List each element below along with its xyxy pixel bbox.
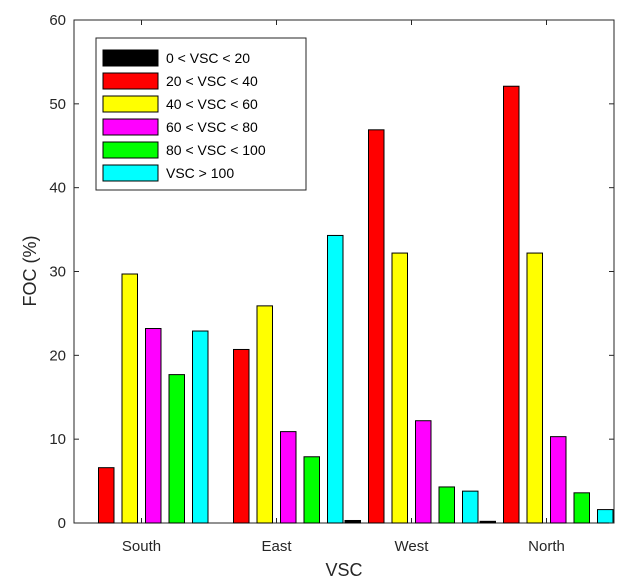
bar-east-series-6 — [327, 234, 344, 524]
bar-west-series-1 — [344, 519, 361, 524]
bar-south-series-6 — [192, 330, 209, 524]
bar-west-series-6 — [462, 490, 479, 524]
bar-north-series-3 — [526, 252, 543, 524]
y-axis-title: FOC (%) — [20, 236, 40, 307]
legend-swatch-1 — [102, 49, 159, 67]
x-tick-label-north: North — [528, 538, 565, 555]
bar-south-series-4 — [145, 328, 162, 524]
bars-layer — [98, 85, 614, 524]
bar-east-series-3 — [256, 305, 273, 524]
bar-south-series-3 — [121, 273, 138, 524]
bar-north-series-2 — [503, 85, 520, 524]
x-tick-label-west: West — [395, 538, 430, 555]
legend-swatch-4 — [102, 118, 159, 136]
bar-east-series-4 — [280, 431, 297, 524]
bar-west-series-2 — [368, 129, 385, 524]
axes-layer: 0 10 20 30 40 50 60 South East West North — [49, 12, 614, 555]
y-tick-label: 50 — [49, 96, 66, 113]
bar-north-series-1 — [479, 520, 496, 524]
legend-swatch-5 — [102, 141, 159, 159]
bar-south-series-5 — [168, 374, 185, 524]
bar-west-series-3 — [391, 252, 408, 524]
bar-north-series-4 — [550, 436, 567, 524]
y-tick-label: 60 — [49, 12, 66, 29]
y-tick-label: 40 — [49, 180, 66, 197]
legend-label-5: 80 < VSC < 100 — [166, 142, 266, 158]
bar-west-series-5 — [438, 486, 455, 524]
legend-label-6: VSC > 100 — [166, 165, 234, 181]
legend: 0 < VSC < 20 20 < VSC < 40 40 < VSC < 60 60… — [95, 37, 307, 191]
y-tick-label: 0 — [58, 515, 66, 532]
bar-east-series-5 — [303, 456, 320, 524]
bar-north-series-5 — [573, 492, 590, 524]
y-tick-label: 10 — [49, 431, 66, 448]
bar-north-series-6 — [597, 509, 614, 524]
legend-label-3: 40 < VSC < 60 — [166, 96, 258, 112]
legend-label-4: 60 < VSC < 80 — [166, 119, 258, 135]
y-tick-label: 20 — [49, 347, 66, 364]
legend-swatch-3 — [102, 95, 159, 113]
x-tick-label-south: South — [122, 538, 161, 555]
legend-label-1: 0 < VSC < 20 — [166, 50, 250, 66]
bar-west-series-4 — [415, 420, 432, 524]
y-tick-label: 30 — [49, 264, 66, 281]
legend-swatch-2 — [102, 72, 159, 90]
legend-label-2: 20 < VSC < 40 — [166, 73, 258, 89]
x-axis-title: VSC — [325, 560, 362, 580]
bar-east-series-2 — [233, 348, 250, 524]
x-tick-label-east: East — [261, 538, 292, 555]
bar-south-series-2 — [98, 467, 115, 524]
legend-swatch-6 — [102, 164, 159, 182]
